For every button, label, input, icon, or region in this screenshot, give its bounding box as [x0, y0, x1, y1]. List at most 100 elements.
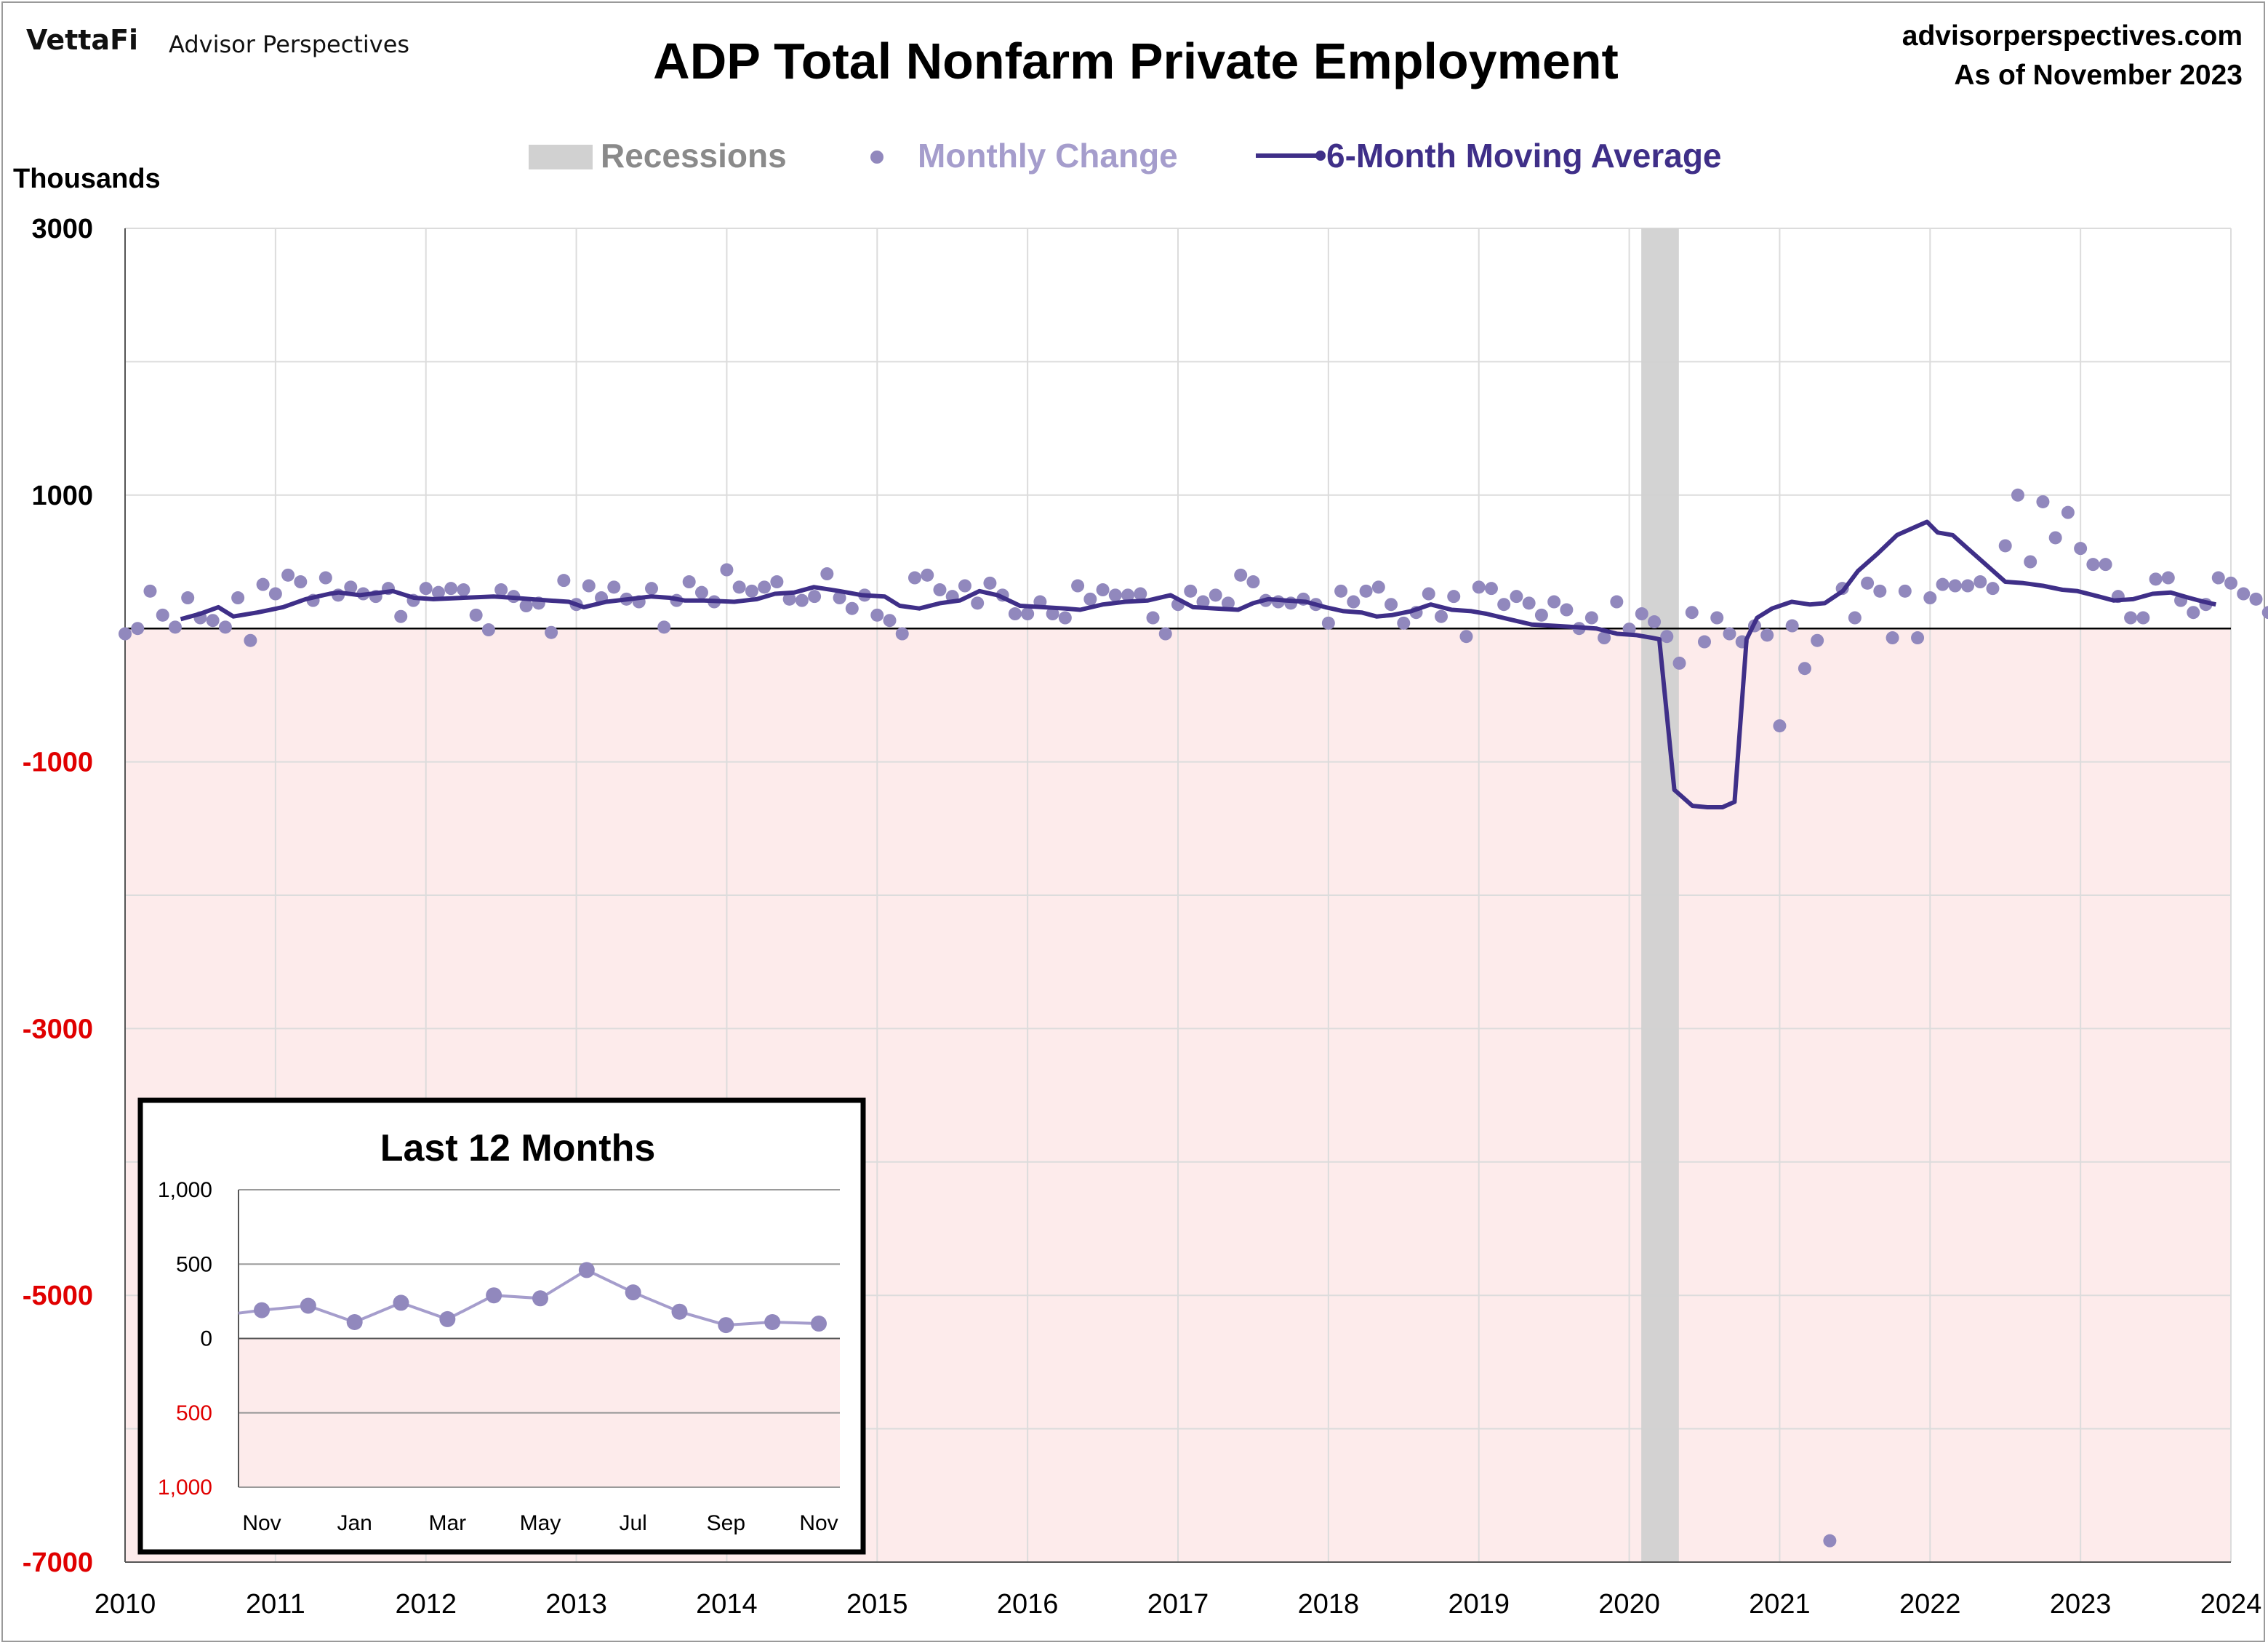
x-tick-label: 2019 — [1448, 1589, 1510, 1620]
monthly-change-point — [344, 580, 358, 594]
monthly-change-point — [1848, 611, 1862, 625]
monthly-change-point — [782, 592, 796, 606]
x-tick-label: 2018 — [1298, 1589, 1360, 1620]
inset-last-12-months: Last 12 Months 1,000 500 0 500 1,000 Nov Jan Mar… — [137, 1097, 866, 1555]
chart-title: ADP Total Nonfarm Private Employment — [653, 33, 1619, 89]
monthly-change-point — [1510, 590, 1523, 604]
monthly-change-point — [181, 591, 195, 605]
monthly-change-point — [1083, 592, 1097, 606]
monthly-change-point — [1948, 579, 1962, 593]
monthly-change-point — [2074, 542, 2088, 556]
inset-point — [671, 1303, 688, 1320]
monthly-change-point — [1547, 595, 1561, 609]
monthly-change-point — [983, 576, 997, 590]
monthly-change-point — [1961, 579, 1974, 593]
monthly-change-point — [2249, 592, 2263, 606]
y-tick-label: -5000 — [23, 1281, 93, 1311]
monthly-change-point — [1811, 633, 1824, 647]
monthly-change-point — [1321, 616, 1335, 630]
monthly-change-point — [419, 582, 433, 596]
monthly-change-point — [557, 574, 571, 588]
monthly-change-point — [2099, 558, 2112, 572]
monthly-change-point — [582, 579, 596, 593]
monthly-change-point — [1698, 635, 1711, 649]
monthly-change-point — [2187, 606, 2200, 620]
x-tick-label: 2020 — [1598, 1589, 1660, 1620]
legend-moving-average-label: 6-Month Moving Average — [1326, 137, 1722, 175]
monthly-change-point — [2124, 611, 2138, 625]
legend-recessions-swatch — [529, 145, 593, 169]
monthly-change-point — [657, 620, 671, 634]
monthly-change-point — [732, 580, 746, 594]
monthly-change-point — [294, 575, 308, 589]
monthly-change-point — [1873, 584, 1887, 598]
monthly-change-point — [1371, 580, 1385, 594]
monthly-change-point — [2224, 576, 2237, 590]
x-tick-label: 2024 — [2200, 1589, 2262, 1620]
x-tick-label: 2015 — [846, 1589, 908, 1620]
monthly-change-point — [1422, 587, 1435, 601]
inset-point — [486, 1287, 502, 1304]
x-tick-label: 2022 — [1899, 1589, 1961, 1620]
inset-point — [718, 1317, 734, 1334]
monthly-change-point — [870, 608, 884, 622]
legend-monthly-change-marker — [870, 151, 883, 164]
monthly-change-point — [1760, 628, 1774, 642]
monthly-change-point — [682, 575, 696, 589]
inset-y-tick-label: 0 — [200, 1327, 212, 1351]
monthly-change-point — [971, 596, 985, 610]
monthly-change-point — [770, 575, 784, 589]
inset-x-tick-label: Nov — [242, 1511, 281, 1535]
monthly-change-point — [1923, 591, 1937, 605]
monthly-change-point — [1823, 1534, 1837, 1548]
monthly-change-point — [2036, 495, 2050, 508]
monthly-change-point — [1046, 607, 1059, 621]
monthly-change-point — [2149, 572, 2163, 586]
monthly-change-point — [1723, 627, 1736, 641]
monthly-change-point — [833, 591, 846, 605]
monthly-change-point — [820, 567, 834, 581]
inset-x-tick-label: Sep — [707, 1511, 745, 1535]
monthly-change-point — [1660, 630, 1674, 644]
monthly-change-point — [1108, 588, 1122, 602]
legend: Recessions Monthly Change 6-Month Moving… — [529, 137, 1722, 175]
monthly-change-point — [1974, 575, 1987, 589]
monthly-change-point — [1911, 631, 1925, 645]
inset-y-tick-label: 500 — [176, 1401, 212, 1425]
monthly-change-point — [1008, 607, 1022, 621]
inset-point — [346, 1314, 363, 1331]
monthly-change-point — [1798, 662, 1811, 676]
x-tick-label: 2023 — [2050, 1589, 2112, 1620]
monthly-change-point — [2161, 571, 2175, 585]
legend-recessions-label: Recessions — [601, 137, 787, 175]
monthly-change-point — [2024, 555, 2037, 569]
legend-moving-average-marker — [1315, 151, 1326, 161]
monthly-change-point — [921, 568, 934, 582]
inset-point — [811, 1316, 827, 1332]
monthly-change-point — [1710, 611, 1724, 625]
inset-x-tick-label: Jul — [619, 1511, 646, 1535]
monthly-change-point — [143, 584, 157, 598]
as-of-date: As of November 2023 — [1954, 60, 2243, 91]
monthly-change-point — [1209, 588, 1222, 602]
inset-point — [254, 1302, 270, 1318]
monthly-change-point — [1134, 587, 1147, 601]
monthly-change-point — [457, 583, 470, 597]
vettafi-logo: VettaFi — [26, 24, 138, 56]
inset-point — [393, 1294, 409, 1311]
monthly-change-point — [1610, 595, 1624, 609]
monthly-change-point — [958, 579, 971, 593]
monthly-change-point — [1334, 584, 1348, 598]
monthly-change-point — [168, 620, 182, 634]
monthly-change-point — [745, 584, 758, 598]
inset-title: Last 12 Months — [380, 1127, 656, 1169]
x-tick-label: 2011 — [246, 1589, 305, 1620]
monthly-change-point — [1221, 596, 1235, 610]
monthly-change-point — [1397, 616, 1411, 630]
monthly-change-point — [206, 614, 220, 628]
monthly-change-point — [2061, 505, 2075, 519]
monthly-change-point — [519, 599, 533, 613]
monthly-change-point — [1021, 607, 1035, 621]
monthly-change-point — [720, 563, 734, 577]
